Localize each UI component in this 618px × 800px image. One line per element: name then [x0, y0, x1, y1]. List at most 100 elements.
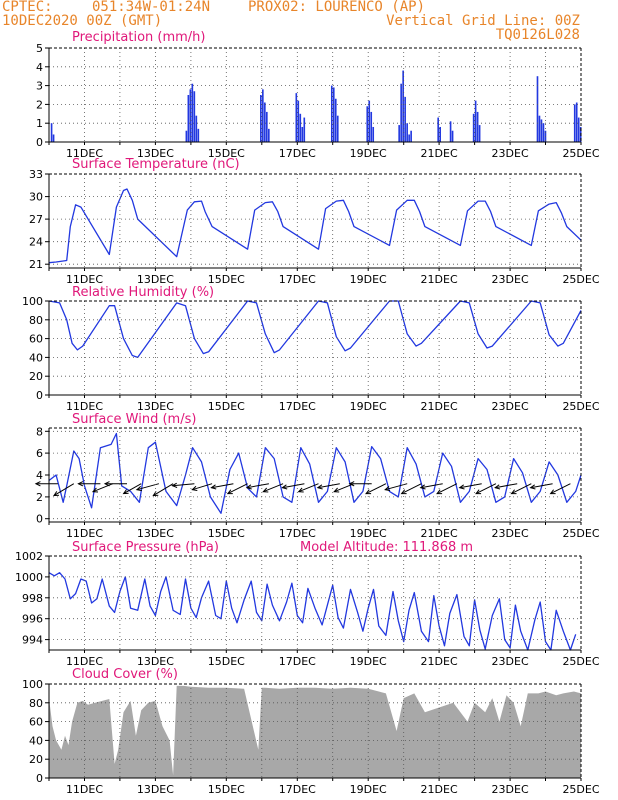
wind-line	[48, 432, 582, 514]
x-tick-label-precipitation-1: 13DEC	[137, 147, 174, 160]
x-tick-label-humidity-4: 19DEC	[350, 400, 387, 413]
precip-bar-9-1	[474, 100, 477, 142]
precip-bar-3-3	[301, 126, 304, 142]
cloud-cover-area	[49, 685, 581, 778]
x-tick-label-pressure-4: 19DEC	[350, 655, 387, 668]
y-tick-label-wind-2: 4	[36, 469, 43, 482]
x-tick-label-temperature-7: 25DEC	[562, 273, 599, 286]
x-tick-label-pressure-7: 25DEC	[562, 655, 599, 668]
y-tick-label-precipitation-0: 0	[36, 136, 43, 149]
wind-vector-head-21	[400, 489, 407, 495]
wind-vector-13	[263, 483, 284, 493]
precip-bar-10-2	[540, 119, 543, 142]
precip-bar-8-0	[449, 121, 452, 142]
precip-bar-9-2	[476, 111, 479, 142]
wind-vector-19	[365, 483, 387, 495]
wind-vector-head-17	[333, 487, 340, 493]
wind-vector-head-23	[436, 489, 443, 495]
x-tick-label-pressure-1: 13DEC	[137, 655, 174, 668]
y-tick-label-precipitation-4: 4	[36, 61, 43, 74]
wind-vector-head-14	[281, 484, 288, 490]
wind-vector-head-18	[348, 481, 355, 487]
cloud_cover-title: Cloud Cover (%)	[72, 667, 178, 682]
wind-title: Surface Wind (m/s)	[72, 412, 196, 427]
x-tick-label-humidity-0: 11DEC	[66, 400, 103, 413]
x-tick-label-temperature-5: 21DEC	[421, 273, 458, 286]
y-tick-label-humidity-0: 0	[36, 389, 43, 402]
precip-bar-3-0	[295, 93, 298, 142]
precip-bar-8-1	[451, 130, 454, 142]
precip-bar-5-0	[366, 106, 369, 142]
precip-bar-6-2	[402, 70, 404, 142]
wind-vector-head-10	[210, 484, 217, 490]
x-tick-label-pressure-3: 17DEC	[279, 655, 316, 668]
y-tick-label-wind-0: 0	[36, 513, 43, 526]
header-datetime: 10DEC2020 00Z (GMT)	[2, 13, 163, 29]
precip-bar-3-2	[299, 113, 302, 142]
wind-vector-head-28	[529, 484, 536, 490]
precip-bar-4-0	[330, 85, 333, 142]
x-tick-label-wind-7: 25DEC	[562, 527, 599, 540]
y-tick-label-precipitation-2: 2	[36, 98, 43, 111]
precip-bar-2-3	[266, 111, 268, 142]
y-tick-label-cloud_cover-0: 0	[36, 772, 43, 785]
y-tick-label-temperature-4: 33	[29, 168, 43, 181]
precip-bar-4-1	[332, 87, 335, 142]
precip-bar-1-6	[197, 128, 200, 142]
y-tick-label-precipitation-3: 3	[36, 80, 43, 93]
x-tick-label-precipitation-4: 19DEC	[350, 147, 387, 160]
wind-vector-head-3	[91, 487, 99, 493]
y-tick-label-cloud_cover-3: 60	[29, 716, 43, 729]
precip-bar-9-3	[478, 125, 481, 142]
precip-bar-10-0	[536, 76, 539, 142]
y-tick-label-humidity-1: 20	[29, 370, 43, 383]
x-tick-label-cloud_cover-3: 17DEC	[279, 783, 316, 796]
wind-vector-21	[401, 483, 422, 495]
wind-vector-head-0	[34, 481, 41, 487]
precip-bar-2-0	[260, 95, 262, 142]
y-tick-label-pressure-4: 1002	[15, 550, 43, 563]
x-tick-label-humidity-2: 15DEC	[208, 400, 245, 413]
wind-vector-12	[246, 483, 269, 489]
y-tick-label-humidity-5: 100	[22, 295, 43, 308]
header-grid-note: Vertical Grid Line: 00Z	[386, 13, 580, 29]
x-tick-label-precipitation-7: 25DEC	[562, 147, 599, 160]
precip-bar-1-0	[185, 130, 188, 142]
y-tick-label-pressure-3: 1000	[15, 571, 43, 584]
humidity-title: Relative Humidity (%)	[72, 285, 214, 300]
precip-bar-2-1	[262, 89, 264, 142]
x-tick-label-humidity-7: 25DEC	[562, 400, 599, 413]
pressure-annotation: Model Altitude: 111.868 m	[300, 540, 473, 555]
x-tick-label-temperature-6: 23DEC	[492, 273, 529, 286]
wind-vector-head-15	[297, 487, 304, 493]
x-tick-label-temperature-2: 15DEC	[208, 273, 245, 286]
y-tick-label-cloud_cover-5: 100	[22, 678, 43, 691]
x-tick-label-pressure-6: 23DEC	[492, 655, 529, 668]
wind-vector-head-24	[458, 484, 465, 490]
x-tick-label-precipitation-6: 23DEC	[492, 147, 529, 160]
wind-vector-14	[282, 483, 305, 489]
wind-vector-head-5	[122, 489, 129, 495]
header-coords: 051:34W-01:24N	[92, 0, 211, 15]
wind-vector-29	[550, 483, 571, 495]
wind-vector-head-22	[419, 484, 426, 490]
x-tick-label-wind-2: 15DEC	[208, 527, 245, 540]
x-tick-label-pressure-5: 21DEC	[421, 655, 458, 668]
x-tick-label-cloud_cover-2: 15DEC	[208, 783, 245, 796]
temperature-title: Surface Temperature (nC)	[72, 157, 240, 172]
wind-vector-head-25	[475, 489, 482, 495]
precip-bar-2-4	[268, 128, 270, 142]
x-tick-label-cloud_cover-5: 21DEC	[421, 783, 458, 796]
wind-vector-head-20	[384, 486, 391, 492]
wind-vector-head-6	[135, 486, 142, 492]
wind-vector-head-27	[510, 489, 517, 495]
x-tick-label-temperature-3: 17DEC	[279, 273, 316, 286]
x-tick-label-precipitation-3: 17DEC	[279, 147, 316, 160]
precip-bar-6-0	[398, 125, 400, 142]
precip-bar-6-1	[400, 83, 402, 142]
y-tick-label-wind-4: 8	[36, 425, 43, 438]
x-tick-label-cloud_cover-6: 23DEC	[492, 783, 529, 796]
precip-bar-11-0	[573, 104, 576, 142]
y-tick-label-temperature-0: 21	[29, 258, 43, 271]
y-tick-label-pressure-1: 996	[22, 613, 43, 626]
